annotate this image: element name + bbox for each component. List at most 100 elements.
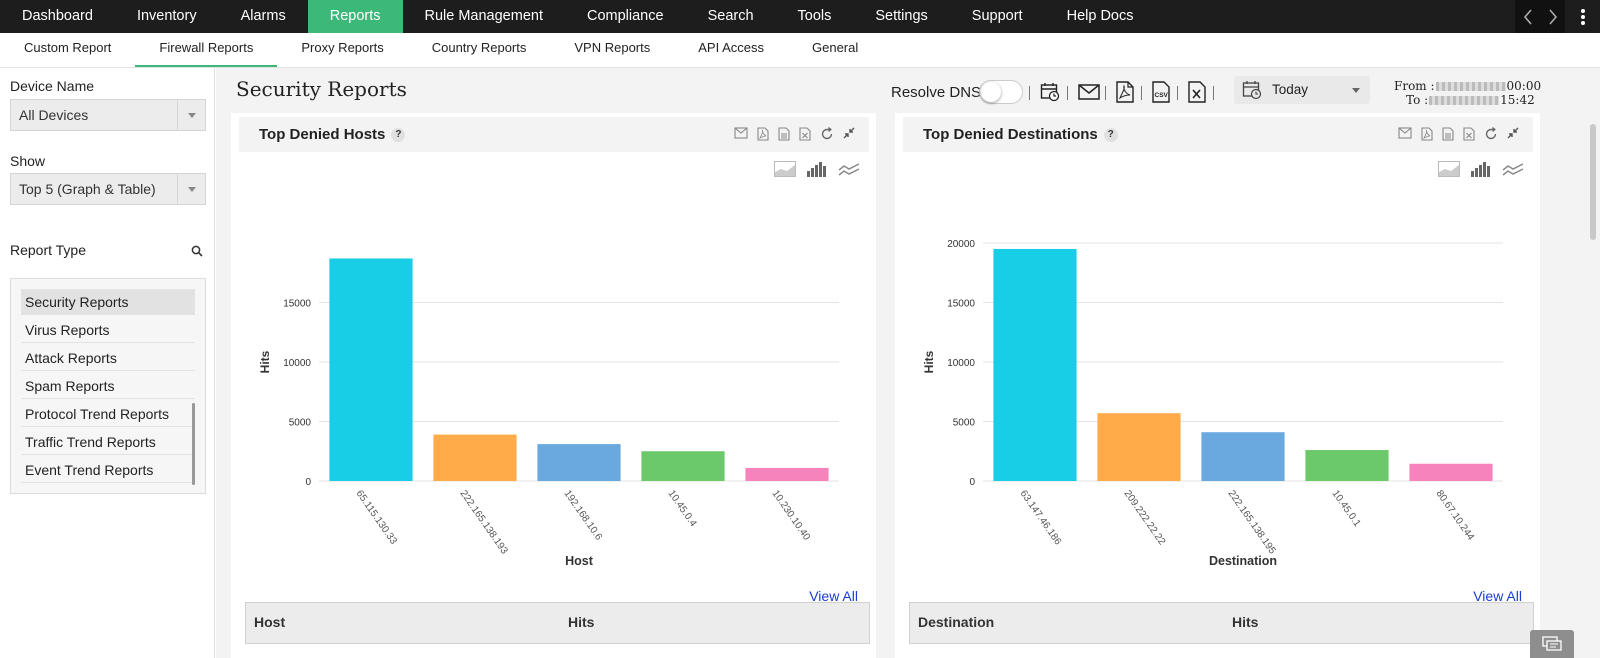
area-chart-icon[interactable] <box>1438 161 1460 177</box>
nav-dashboard[interactable]: Dashboard <box>22 8 93 24</box>
x-axis-label: Host <box>565 554 594 568</box>
report-type-item[interactable]: Attack Reports <box>21 345 195 371</box>
excel-icon[interactable] <box>799 127 811 141</box>
tab-api-access[interactable]: API Access <box>698 40 764 55</box>
nav-alarms[interactable]: Alarms <box>240 8 286 24</box>
chevron-right-icon[interactable] <box>1548 8 1558 25</box>
chart-type-switcher <box>1438 161 1524 177</box>
show-select[interactable]: Top 5 (Graph & Table) <box>10 173 206 205</box>
column-header-destination[interactable]: Destination <box>918 614 995 630</box>
report-type-item[interactable]: Spam Reports <box>21 373 195 399</box>
nav-support[interactable]: Support <box>971 8 1023 24</box>
tab-custom-report[interactable]: Custom Report <box>24 40 112 55</box>
bar-chart-icon[interactable] <box>1470 161 1492 177</box>
tab-country-reports[interactable]: Country Reports <box>431 40 527 55</box>
bar[interactable] <box>1305 450 1389 481</box>
help-icon[interactable]: ? <box>391 128 406 143</box>
report-type-item[interactable]: Virus Reports <box>21 317 195 343</box>
pdf-icon[interactable] <box>1113 80 1137 104</box>
refresh-icon[interactable] <box>820 127 834 141</box>
nav-inventory[interactable]: Inventory <box>136 8 197 24</box>
bar[interactable] <box>641 451 725 481</box>
report-type-item[interactable]: Protocol Trend Reports <box>21 401 195 427</box>
main-content: Security Reports Resolve DNS CSV Today F… <box>216 68 1600 658</box>
column-header-hits[interactable]: Hits <box>1232 614 1259 630</box>
table-header: Destination Hits <box>909 602 1534 644</box>
report-type-item[interactable]: Event Trend Reports <box>21 457 195 483</box>
collapse-icon[interactable] <box>1507 127 1519 139</box>
view-all-link[interactable]: View All <box>1473 588 1522 604</box>
y-tick-label: 5000 <box>953 418 976 429</box>
chevron-left-icon[interactable] <box>1523 8 1533 25</box>
help-icon[interactable]: ? <box>1103 128 1118 143</box>
device-select[interactable]: All Devices <box>10 99 206 131</box>
mail-icon[interactable] <box>734 127 748 139</box>
line-chart-icon[interactable] <box>1502 161 1524 177</box>
bar[interactable] <box>1201 432 1285 481</box>
report-type-scrollbar[interactable] <box>192 403 195 485</box>
chevron-down-icon <box>177 174 205 204</box>
tab-firewall-reports[interactable]: Firewall Reports <box>135 33 278 67</box>
excel-icon[interactable] <box>1463 127 1475 141</box>
resolve-dns-toggle[interactable] <box>979 80 1023 104</box>
search-icon[interactable] <box>191 245 203 257</box>
csv-icon[interactable]: CSV <box>1149 80 1173 104</box>
tab-general[interactable]: General <box>812 40 859 55</box>
to-label: To : <box>1406 93 1429 107</box>
bar[interactable] <box>537 444 621 481</box>
pdf-icon[interactable] <box>757 127 769 141</box>
bar[interactable] <box>745 467 829 481</box>
panel-actions <box>734 127 855 141</box>
csv-icon[interactable] <box>778 127 790 141</box>
nav-settings[interactable]: Settings <box>875 8 928 24</box>
mail-icon[interactable] <box>1398 127 1412 139</box>
more-menu-button[interactable] <box>1565 0 1600 33</box>
bar[interactable] <box>433 434 517 481</box>
tab-proxy-reports[interactable]: Proxy Reports <box>301 40 384 55</box>
bar[interactable] <box>993 248 1077 481</box>
nav-tools[interactable]: Tools <box>797 8 832 24</box>
csv-icon[interactable] <box>1442 127 1454 141</box>
nav-reports[interactable]: Reports <box>307 0 403 33</box>
refresh-icon[interactable] <box>1484 127 1498 141</box>
panel-title-text: Top Denied Destinations <box>923 126 1098 143</box>
collapse-icon[interactable] <box>843 127 855 139</box>
toolbar-divider <box>1141 86 1142 100</box>
date-range-select[interactable]: Today <box>1234 76 1370 104</box>
y-axis-label: Hits <box>922 350 936 373</box>
excel-icon[interactable] <box>1185 80 1209 104</box>
pdf-icon[interactable] <box>1421 127 1433 141</box>
toolbar-divider <box>1067 86 1068 100</box>
column-header-host[interactable]: Host <box>254 614 286 630</box>
chat-button[interactable] <box>1530 630 1574 658</box>
bar[interactable] <box>1409 463 1493 481</box>
panel-title-text: Top Denied Hosts <box>259 126 386 143</box>
nav-rule-management[interactable]: Rule Management <box>424 8 544 24</box>
chat-icon <box>1542 636 1562 651</box>
area-chart-icon[interactable] <box>774 161 796 177</box>
mail-icon[interactable] <box>1077 80 1101 104</box>
line-chart-icon[interactable] <box>838 161 860 177</box>
x-tick-label: 10.45.0.4 <box>666 488 699 529</box>
view-all-link[interactable]: View All <box>809 588 858 604</box>
nav-search[interactable]: Search <box>707 8 754 24</box>
bar[interactable] <box>1097 413 1181 481</box>
schedule-icon[interactable] <box>1038 80 1062 104</box>
x-tick-label: 65.115.130.33 <box>354 488 400 546</box>
bar[interactable] <box>329 258 413 481</box>
report-type-item[interactable]: Security Reports <box>21 289 195 315</box>
page-scrollbar[interactable] <box>1590 118 1597 658</box>
column-header-hits[interactable]: Hits <box>568 614 595 630</box>
nav-help-docs[interactable]: Help Docs <box>1066 8 1134 24</box>
scrollbar-thumb[interactable] <box>1590 124 1596 240</box>
show-select-value: Top 5 (Graph & Table) <box>19 181 156 197</box>
report-type-item[interactable]: Traffic Trend Reports <box>21 429 195 455</box>
bar-chart-top-denied-destinations: 0 5000 10000 15000 20000 Hits 63.147.46.186 209… <box>922 239 1503 568</box>
nav-compliance[interactable]: Compliance <box>587 8 664 24</box>
date-range-value: Today <box>1272 82 1309 97</box>
tab-vpn-reports[interactable]: VPN Reports <box>574 40 651 55</box>
toolbar-divider <box>1029 86 1030 100</box>
bar-chart-icon[interactable] <box>806 161 828 177</box>
sub-nav: Custom Report Firewall Reports Proxy Rep… <box>0 33 1600 68</box>
x-axis-label: Destination <box>1209 554 1277 568</box>
